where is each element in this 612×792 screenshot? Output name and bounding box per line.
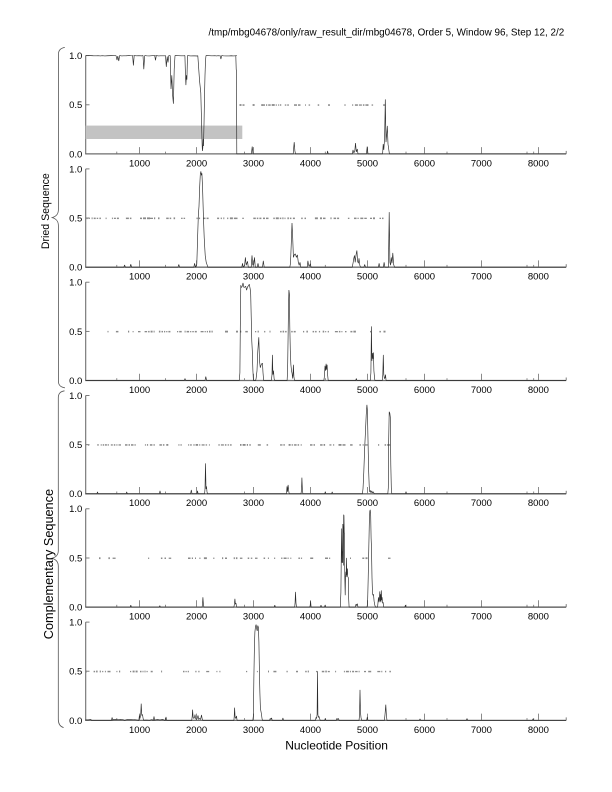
svg-text:5000: 5000 — [357, 725, 378, 736]
svg-text:0.5: 0.5 — [69, 667, 82, 678]
svg-text:0.5: 0.5 — [69, 327, 82, 338]
svg-text:8000: 8000 — [528, 158, 549, 169]
svg-text:1.0: 1.0 — [69, 278, 82, 289]
svg-text:2000: 2000 — [186, 158, 207, 169]
svg-text:1.0: 1.0 — [69, 618, 82, 629]
svg-text:6000: 6000 — [414, 385, 435, 396]
svg-text:0.5: 0.5 — [69, 213, 82, 224]
svg-text:1000: 1000 — [129, 385, 150, 396]
svg-text:1000: 1000 — [129, 158, 150, 169]
svg-text:7000: 7000 — [471, 385, 492, 396]
svg-text:0.0: 0.0 — [69, 149, 82, 160]
svg-text:6000: 6000 — [414, 498, 435, 509]
svg-text:4000: 4000 — [300, 612, 321, 623]
svg-text:4000: 4000 — [300, 498, 321, 509]
svg-text:5000: 5000 — [357, 612, 378, 623]
svg-text:7000: 7000 — [471, 158, 492, 169]
svg-text:1.0: 1.0 — [69, 51, 82, 62]
svg-text:1.0: 1.0 — [69, 504, 82, 515]
svg-text:8000: 8000 — [528, 612, 549, 623]
svg-text:0.5: 0.5 — [69, 440, 82, 451]
svg-text:2000: 2000 — [186, 498, 207, 509]
svg-text:2000: 2000 — [186, 272, 207, 283]
svg-text:Nucleotide Position: Nucleotide Position — [285, 738, 388, 752]
svg-text:4000: 4000 — [300, 272, 321, 283]
svg-text:3000: 3000 — [243, 725, 264, 736]
svg-text:3000: 3000 — [243, 612, 264, 623]
svg-text:Complementary Sequence: Complementary Sequence — [42, 489, 56, 639]
svg-text:3000: 3000 — [243, 385, 264, 396]
svg-text:3000: 3000 — [243, 498, 264, 509]
svg-text:2000: 2000 — [186, 725, 207, 736]
svg-text:3000: 3000 — [243, 158, 264, 169]
svg-text:8000: 8000 — [528, 498, 549, 509]
svg-text:0.0: 0.0 — [69, 376, 82, 387]
svg-text:1000: 1000 — [129, 272, 150, 283]
svg-text:0.0: 0.0 — [69, 603, 82, 614]
svg-text:5000: 5000 — [357, 272, 378, 283]
svg-text:8000: 8000 — [528, 385, 549, 396]
svg-text:6000: 6000 — [414, 272, 435, 283]
svg-text:5000: 5000 — [357, 498, 378, 509]
svg-text:7000: 7000 — [471, 272, 492, 283]
svg-text:8000: 8000 — [528, 725, 549, 736]
svg-text:0.0: 0.0 — [69, 263, 82, 274]
svg-text:4000: 4000 — [300, 158, 321, 169]
svg-text:4000: 4000 — [300, 725, 321, 736]
svg-text:5000: 5000 — [357, 158, 378, 169]
svg-text:2000: 2000 — [186, 612, 207, 623]
svg-text:6000: 6000 — [414, 725, 435, 736]
svg-text:8000: 8000 — [528, 272, 549, 283]
svg-text:3000: 3000 — [243, 272, 264, 283]
svg-text:5000: 5000 — [357, 385, 378, 396]
svg-text:Dried Sequence: Dried Sequence — [40, 173, 52, 249]
svg-text:1000: 1000 — [129, 612, 150, 623]
svg-text:2000: 2000 — [186, 385, 207, 396]
svg-text:/tmp/mbg04678/only/raw_result_: /tmp/mbg04678/only/raw_result_dir/mbg046… — [208, 27, 564, 38]
svg-text:1000: 1000 — [129, 498, 150, 509]
svg-text:7000: 7000 — [471, 725, 492, 736]
svg-text:6000: 6000 — [414, 612, 435, 623]
svg-text:4000: 4000 — [300, 385, 321, 396]
svg-text:0.5: 0.5 — [69, 100, 82, 111]
svg-text:7000: 7000 — [471, 612, 492, 623]
svg-text:6000: 6000 — [414, 158, 435, 169]
svg-text:0.0: 0.0 — [69, 489, 82, 500]
svg-text:0.5: 0.5 — [69, 553, 82, 564]
svg-text:0.0: 0.0 — [69, 716, 82, 727]
svg-text:1000: 1000 — [129, 725, 150, 736]
svg-text:1.0: 1.0 — [69, 391, 82, 402]
svg-text:1.0: 1.0 — [69, 164, 82, 175]
svg-text:7000: 7000 — [471, 498, 492, 509]
